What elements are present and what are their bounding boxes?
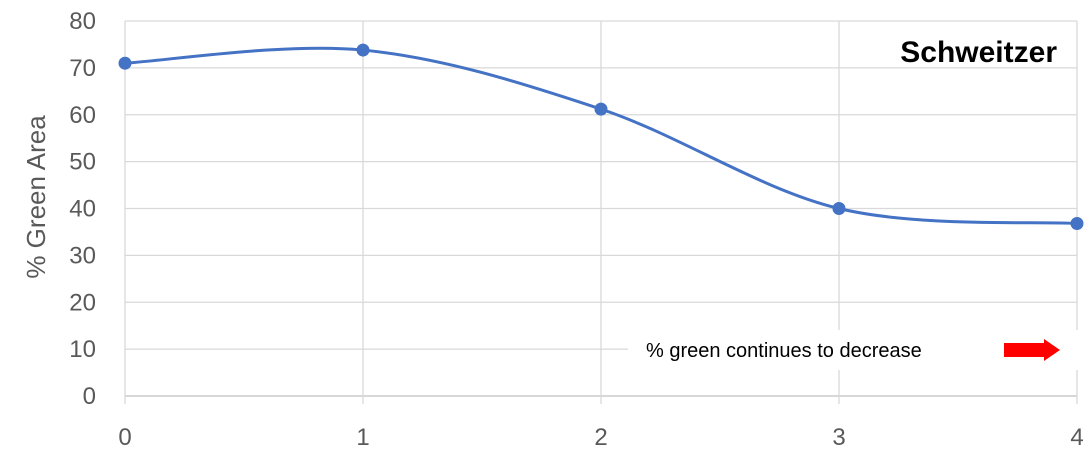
x-tick-label: 2: [594, 424, 607, 451]
x-tick-label: 4: [1070, 424, 1083, 451]
y-tick-label: 0: [83, 383, 96, 410]
y-tick-label: 70: [69, 55, 96, 82]
series-group: [118, 43, 1084, 230]
chart-title: Schweitzer: [900, 36, 1057, 69]
x-tick-label: 1: [356, 424, 369, 451]
x-tick-label: 0: [118, 424, 131, 451]
x-tick-label: 3: [832, 424, 845, 451]
data-point: [832, 202, 846, 215]
y-tick-label: 40: [69, 196, 96, 223]
red-arrow-icon: [1004, 339, 1060, 361]
data-point: [118, 56, 132, 70]
y-tick-label: 20: [69, 289, 96, 316]
y-tick-label: 50: [69, 149, 96, 176]
y-tick-labels: 0 10 20 30 40 50 60 70 80: [69, 8, 96, 410]
data-point: [356, 43, 370, 57]
y-tick-label: 30: [69, 242, 96, 269]
data-point: [1070, 217, 1084, 230]
y-tick-label: 10: [69, 336, 96, 363]
y-tick-label: 60: [69, 102, 96, 129]
y-tick-label: 80: [69, 8, 96, 35]
annotation-text: % green continues to decrease: [646, 340, 922, 362]
annotation: % green continues to decrease: [628, 330, 1082, 370]
x-tick-labels: 0 1 2 3 4: [118, 424, 1083, 451]
y-axis-label: % Green Area: [21, 115, 51, 279]
data-point: [594, 102, 608, 116]
